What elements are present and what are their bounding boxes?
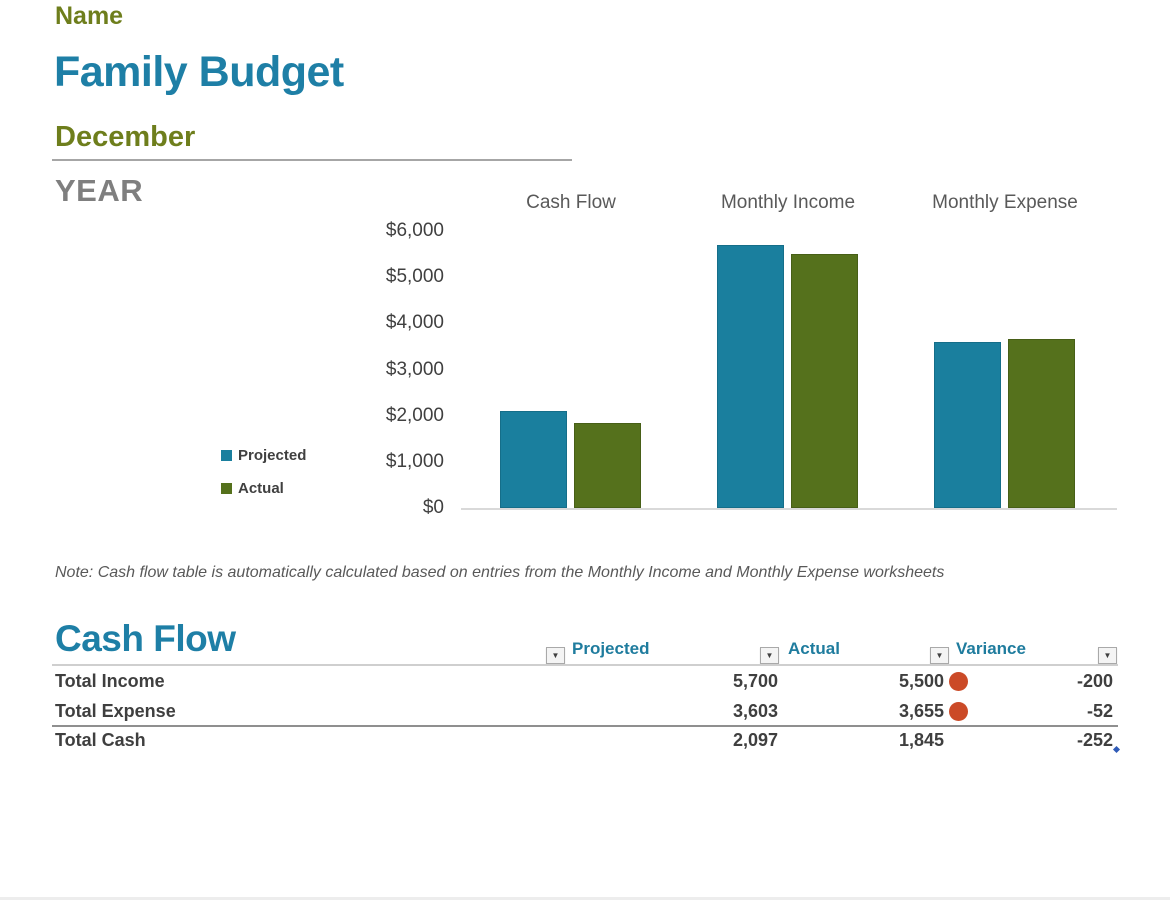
cell-projected: 2,097 bbox=[732, 730, 778, 750]
page-title: Family Budget bbox=[54, 48, 344, 96]
legend-swatch-icon bbox=[221, 449, 232, 461]
cell-actual: 1,845 bbox=[898, 730, 944, 750]
filter-dropdown-actual[interactable]: ▼ bbox=[760, 647, 779, 664]
table-row-total-cash: Total Cash 2,097 1,845 -252 bbox=[0, 730, 1170, 754]
row-label: Total Income bbox=[55, 671, 165, 691]
y-axis-tick-label: $1,000 bbox=[385, 450, 444, 472]
cell-note-marker-icon bbox=[1112, 745, 1121, 754]
legend-swatch-icon bbox=[221, 482, 232, 494]
cash-flow-table-title: Cash Flow bbox=[55, 618, 236, 659]
legend-label: Projected bbox=[238, 446, 307, 464]
filter-dropdown-variance[interactable]: ▼ bbox=[930, 647, 949, 664]
cell-variance: -52 bbox=[1086, 701, 1113, 721]
cell-projected: 3,603 bbox=[732, 701, 778, 721]
bar-actual-2 bbox=[1008, 339, 1075, 508]
chart-category-title: Cash Flow bbox=[526, 192, 616, 213]
column-header-projected: Projected bbox=[572, 639, 650, 658]
bar-projected-0 bbox=[500, 411, 567, 508]
cash-flow-bar-chart: $6,000 $5,000 $4,000 $3,000 $2,000 $1,000 $0 Ca… bbox=[221, 192, 1117, 518]
bar-projected-1 bbox=[717, 244, 784, 508]
x-axis-line bbox=[461, 508, 1117, 510]
chevron-down-icon: ▼ bbox=[551, 650, 560, 660]
table-row-total-income: Total Income 5,700 5,500 -200 bbox=[0, 671, 1170, 693]
y-axis-tick-label: $4,000 bbox=[385, 312, 444, 334]
legend-label: Actual bbox=[238, 479, 284, 497]
month-label: December bbox=[55, 121, 196, 153]
filter-dropdown-projected[interactable]: ▼ bbox=[546, 647, 565, 664]
y-axis-tick-label: $2,000 bbox=[385, 404, 444, 426]
cell-variance: -252 bbox=[1076, 730, 1113, 750]
column-header-variance: Variance bbox=[956, 639, 1026, 658]
name-label: Name bbox=[55, 2, 124, 30]
y-axis-tick-label: $6,000 bbox=[385, 220, 444, 241]
bar-actual-0 bbox=[574, 422, 641, 508]
chevron-down-icon: ▼ bbox=[935, 650, 944, 660]
y-axis-tick-label: $3,000 bbox=[385, 358, 444, 380]
page-bottom-edge bbox=[0, 897, 1170, 900]
cell-actual: 5,500 bbox=[898, 671, 944, 691]
month-divider bbox=[52, 159, 572, 161]
chart-category-title: Monthly Expense bbox=[932, 192, 1078, 213]
year-label: YEAR bbox=[55, 173, 144, 208]
row-label: Total Cash bbox=[55, 730, 146, 750]
chart-category-title: Monthly Income bbox=[720, 192, 856, 213]
status-dot-icon bbox=[949, 672, 968, 691]
column-header-actual: Actual bbox=[788, 639, 840, 658]
cell-actual: 3,655 bbox=[898, 701, 944, 721]
table-header-divider bbox=[52, 664, 1118, 666]
bar-actual-1 bbox=[791, 254, 858, 508]
table-row-total-expense: Total Expense 3,603 3,655 -52 bbox=[0, 701, 1170, 723]
filter-dropdown-extra[interactable]: ▼ bbox=[1098, 647, 1117, 664]
legend-item-actual: Actual bbox=[221, 479, 284, 497]
bar-projected-2 bbox=[934, 341, 1001, 508]
y-axis-tick-label: $5,000 bbox=[385, 266, 444, 288]
row-label: Total Expense bbox=[55, 701, 176, 721]
legend-item-projected: Projected bbox=[221, 446, 306, 464]
chevron-down-icon: ▼ bbox=[765, 650, 774, 660]
cell-projected: 5,700 bbox=[732, 671, 778, 691]
cell-variance: -200 bbox=[1076, 671, 1113, 691]
note-text: Note: Cash flow table is automatically c… bbox=[55, 564, 945, 581]
chevron-down-icon: ▼ bbox=[1103, 650, 1112, 660]
y-axis-tick-label: $0 bbox=[422, 497, 444, 518]
status-dot-icon bbox=[949, 702, 968, 721]
total-row-divider bbox=[52, 725, 1118, 727]
